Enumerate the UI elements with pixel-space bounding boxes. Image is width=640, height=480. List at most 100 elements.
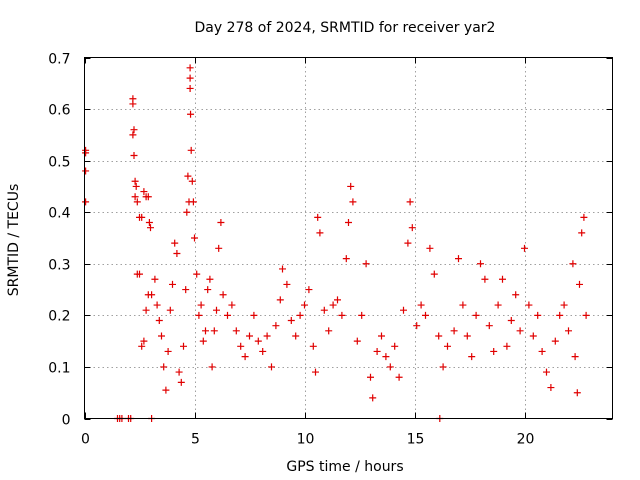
data-point: [160, 363, 168, 371]
data-point: [82, 198, 90, 206]
data-point: [217, 219, 225, 227]
y-tick-label: 0.3: [48, 258, 70, 274]
data-point: [582, 311, 590, 319]
data-point: [155, 317, 163, 325]
x-tick-label: 5: [191, 432, 200, 448]
data-point: [565, 327, 572, 335]
data-point: [560, 301, 568, 309]
data-point: [369, 394, 377, 402]
data-point: [204, 286, 212, 294]
data-point: [329, 301, 337, 309]
data-point: [485, 322, 493, 330]
data-point: [166, 306, 174, 314]
data-point: [208, 363, 216, 371]
data-point: [543, 368, 550, 376]
data-point: [132, 182, 140, 190]
data-point: [210, 327, 218, 335]
data-point: [338, 311, 346, 319]
x-axis-label: GPS time / hours: [286, 459, 403, 475]
data-point: [391, 342, 399, 350]
data-point: [272, 322, 280, 330]
data-point: [455, 255, 462, 263]
data-point: [162, 386, 170, 394]
y-tick-label: 0.1: [48, 361, 70, 377]
data-point: [521, 244, 528, 252]
axis-ticks: [84, 57, 613, 420]
data-point: [219, 291, 227, 299]
data-point: [406, 198, 414, 206]
data-point: [187, 146, 195, 154]
data-point: [573, 389, 581, 397]
data-point: [263, 332, 271, 340]
data-point: [197, 301, 205, 309]
data-point: [287, 317, 295, 325]
data-point: [358, 311, 366, 319]
data-point: [254, 337, 262, 345]
data-point: [224, 311, 231, 319]
data-point: [314, 213, 322, 221]
data-point: [182, 286, 190, 294]
data-point: [556, 311, 564, 319]
data-point: [131, 177, 139, 185]
data-point: [228, 301, 236, 309]
data-point: [551, 337, 559, 345]
plot-frame: [84, 57, 613, 419]
y-tick-label: 0.4: [48, 206, 70, 222]
data-point: [444, 342, 451, 350]
data-point: [417, 301, 425, 309]
data-point: [430, 270, 438, 278]
data-point: [507, 317, 515, 325]
x-tick-label: 20: [517, 432, 535, 448]
data-point: [145, 219, 153, 227]
data-point: [177, 378, 185, 386]
data-point: [206, 275, 214, 283]
y-tick-label: 0.7: [48, 52, 70, 68]
data-point: [450, 327, 458, 335]
y-tick-labels: 0 0.1 0.2 0.3 0.4 0.5 0.6 0.7: [48, 52, 70, 429]
data-point: [142, 306, 150, 314]
chart-title: Day 278 of 2024, SRMTID for receiver yar…: [195, 20, 496, 36]
data-point: [547, 384, 555, 392]
data-point: [215, 244, 223, 252]
data-point: [334, 296, 341, 304]
data-point: [131, 193, 139, 201]
data-point: [180, 342, 187, 350]
data-point: [202, 327, 209, 335]
data-point: [173, 249, 181, 257]
data-point: [477, 260, 484, 268]
data-point: [472, 311, 480, 319]
data-point: [232, 327, 240, 335]
data-point: [580, 213, 588, 221]
data-point: [186, 74, 194, 82]
data-point: [82, 167, 90, 175]
data-point: [129, 100, 137, 108]
data-point: [175, 368, 183, 376]
data-point: [353, 337, 361, 345]
data-point: [408, 224, 416, 232]
data-point: [503, 342, 511, 350]
data-point: [183, 208, 191, 216]
data-point: [468, 353, 476, 361]
data-point: [186, 64, 194, 72]
data-point: [525, 301, 533, 309]
data-point: [481, 275, 489, 283]
data-point: [378, 332, 385, 340]
data-point: [140, 337, 148, 345]
data-point: [250, 311, 258, 319]
data-point: [268, 363, 275, 371]
data-point: [195, 311, 203, 319]
data-point: [499, 275, 506, 283]
data-point: [82, 149, 90, 157]
data-point: [151, 275, 159, 283]
data-point: [404, 239, 412, 247]
data-point: [439, 363, 447, 371]
data-point: [171, 239, 179, 247]
data-point: [571, 353, 579, 361]
data-point: [382, 353, 390, 361]
data-point: [199, 337, 207, 345]
data-point: [320, 306, 328, 314]
data-point: [578, 229, 586, 237]
data-point: [534, 311, 542, 319]
data-point: [129, 131, 137, 139]
data-point: [490, 347, 498, 355]
